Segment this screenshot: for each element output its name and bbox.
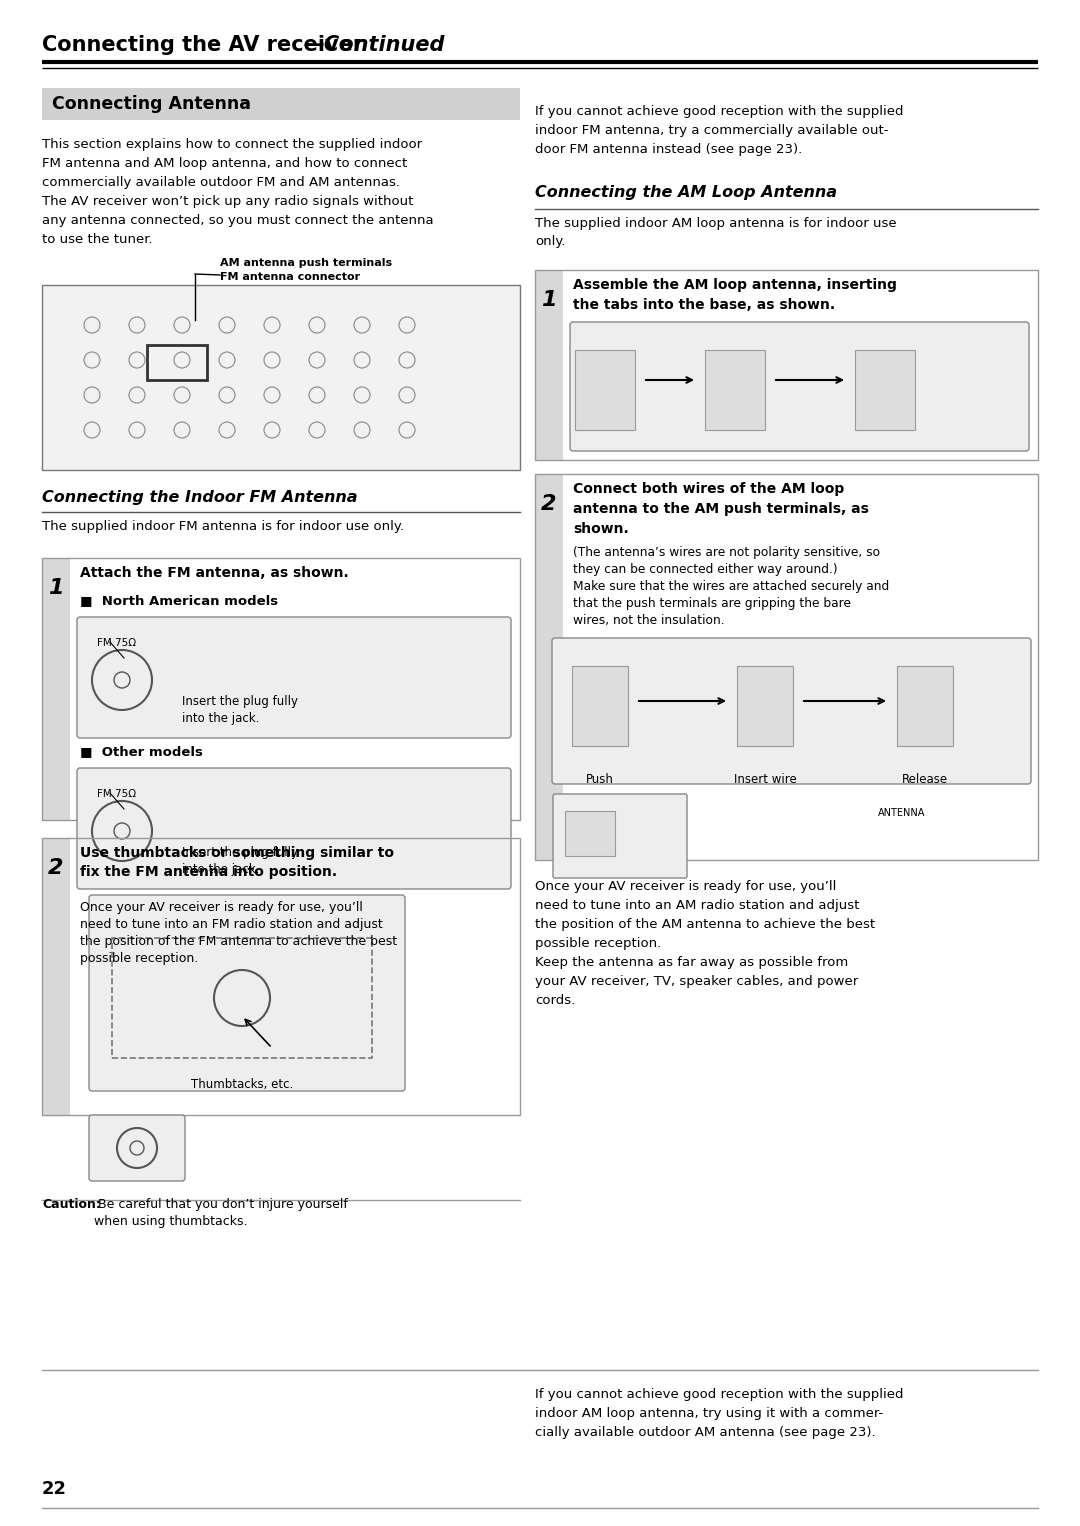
- FancyBboxPatch shape: [77, 617, 511, 739]
- Text: cially available outdoor AM antenna (see page 23).: cially available outdoor AM antenna (see…: [535, 1425, 876, 1439]
- Text: FM antenna connector: FM antenna connector: [220, 272, 360, 282]
- Text: Use thumbtacks or something similar to: Use thumbtacks or something similar to: [80, 845, 394, 861]
- Text: the tabs into the base, as shown.: the tabs into the base, as shown.: [573, 298, 835, 311]
- Text: The AV receiver won’t pick up any radio signals without: The AV receiver won’t pick up any radio …: [42, 195, 414, 208]
- Bar: [535, 475, 563, 861]
- Text: Make sure that the wires are attached securely and: Make sure that the wires are attached se…: [573, 580, 889, 594]
- Bar: [535, 270, 1038, 459]
- Text: 2: 2: [49, 858, 64, 877]
- Text: The supplied indoor FM antenna is for indoor use only.: The supplied indoor FM antenna is for in…: [42, 520, 404, 533]
- Text: (The antenna’s wires are not polarity sensitive, so: (The antenna’s wires are not polarity se…: [573, 546, 880, 559]
- Bar: [565, 810, 615, 856]
- FancyBboxPatch shape: [77, 768, 511, 890]
- Text: ■  Other models: ■ Other models: [80, 745, 203, 758]
- FancyBboxPatch shape: [89, 896, 405, 1091]
- Text: AM antenna push terminals: AM antenna push terminals: [220, 258, 392, 269]
- Text: Connecting the AM Loop Antenna: Connecting the AM Loop Antenna: [535, 185, 837, 200]
- Text: Keep the antenna as far away as possible from: Keep the antenna as far away as possible…: [535, 955, 848, 969]
- Bar: [897, 665, 953, 746]
- Text: Insert wire: Insert wire: [733, 774, 796, 786]
- Text: 22: 22: [42, 1480, 67, 1499]
- Text: If you cannot achieve good reception with the supplied: If you cannot achieve good reception wit…: [535, 105, 904, 118]
- Text: Connecting the Indoor FM Antenna: Connecting the Indoor FM Antenna: [42, 490, 357, 505]
- Text: Connect both wires of the AM loop: Connect both wires of the AM loop: [573, 482, 845, 496]
- Text: FM antenna and AM loop antenna, and how to connect: FM antenna and AM loop antenna, and how …: [42, 157, 407, 169]
- Bar: [42, 559, 519, 819]
- Text: Push: Push: [586, 774, 613, 786]
- Bar: [535, 475, 1038, 861]
- Text: 1: 1: [49, 578, 64, 598]
- Text: need to tune into an FM radio station and adjust: need to tune into an FM radio station an…: [80, 919, 382, 931]
- Text: they can be connected either way around.): they can be connected either way around.…: [573, 563, 838, 575]
- Text: Once your AV receiver is ready for use, you’ll: Once your AV receiver is ready for use, …: [80, 900, 363, 914]
- Text: The supplied indoor AM loop antenna is for indoor use
only.: The supplied indoor AM loop antenna is f…: [535, 217, 896, 249]
- Text: shown.: shown.: [573, 522, 629, 536]
- Text: possible reception.: possible reception.: [80, 952, 199, 964]
- Text: Caution:: Caution:: [42, 1198, 100, 1212]
- Bar: [42, 838, 519, 1116]
- Text: cords.: cords.: [535, 993, 576, 1007]
- Text: wires, not the insulation.: wires, not the insulation.: [573, 613, 725, 627]
- Text: need to tune into an AM radio station and adjust: need to tune into an AM radio station an…: [535, 899, 860, 913]
- Bar: [535, 270, 563, 459]
- Bar: [42, 559, 70, 819]
- FancyBboxPatch shape: [552, 638, 1031, 784]
- Text: Once your AV receiver is ready for use, you’ll: Once your AV receiver is ready for use, …: [535, 881, 836, 893]
- Text: indoor AM loop antenna, try using it with a commer-: indoor AM loop antenna, try using it wit…: [535, 1407, 883, 1421]
- Text: —Continued: —Continued: [303, 35, 446, 55]
- Text: Connecting the AV receiver: Connecting the AV receiver: [42, 35, 363, 55]
- FancyBboxPatch shape: [89, 1116, 185, 1181]
- Text: Be careful that you don’t injure yourself
when using thumbtacks.: Be careful that you don’t injure yoursel…: [94, 1198, 348, 1228]
- Text: 1: 1: [541, 290, 557, 310]
- Text: possible reception.: possible reception.: [535, 937, 661, 951]
- Text: FM 75Ω: FM 75Ω: [97, 638, 136, 649]
- Bar: [42, 838, 70, 1116]
- Text: Connecting Antenna: Connecting Antenna: [52, 95, 251, 113]
- Bar: [112, 938, 372, 1058]
- Bar: [855, 349, 915, 430]
- Bar: [42, 89, 519, 121]
- Bar: [572, 665, 627, 746]
- Bar: [705, 349, 765, 430]
- Text: the position of the FM antenna to achieve the best: the position of the FM antenna to achiev…: [80, 935, 397, 948]
- Bar: [42, 285, 519, 470]
- Text: FM 75Ω: FM 75Ω: [97, 789, 136, 800]
- Text: Release: Release: [902, 774, 948, 786]
- Text: indoor FM antenna, try a commercially available out-: indoor FM antenna, try a commercially av…: [535, 124, 889, 137]
- Text: to use the tuner.: to use the tuner.: [42, 233, 152, 246]
- Text: commercially available outdoor FM and AM antennas.: commercially available outdoor FM and AM…: [42, 175, 400, 189]
- Text: Attach the FM antenna, as shown.: Attach the FM antenna, as shown.: [80, 566, 349, 580]
- Bar: [147, 345, 207, 380]
- Text: fix the FM antenna into position.: fix the FM antenna into position.: [80, 865, 337, 879]
- FancyBboxPatch shape: [570, 322, 1029, 452]
- Text: Insert the plug fully
into the jack.: Insert the plug fully into the jack.: [183, 845, 298, 876]
- Text: ■  North American models: ■ North American models: [80, 594, 279, 607]
- Text: If you cannot achieve good reception with the supplied: If you cannot achieve good reception wit…: [535, 1389, 904, 1401]
- Text: Insert the plug fully
into the jack.: Insert the plug fully into the jack.: [183, 694, 298, 725]
- Text: ANTENNA: ANTENNA: [878, 807, 924, 818]
- Text: that the push terminals are gripping the bare: that the push terminals are gripping the…: [573, 597, 851, 610]
- Text: Thumbtacks, etc.: Thumbtacks, etc.: [191, 1077, 293, 1091]
- Bar: [737, 665, 793, 746]
- Text: your AV receiver, TV, speaker cables, and power: your AV receiver, TV, speaker cables, an…: [535, 975, 859, 987]
- Text: any antenna connected, so you must connect the antenna: any antenna connected, so you must conne…: [42, 214, 434, 227]
- FancyBboxPatch shape: [553, 794, 687, 877]
- Text: 2: 2: [541, 494, 557, 514]
- Text: antenna to the AM push terminals, as: antenna to the AM push terminals, as: [573, 502, 869, 516]
- Text: This section explains how to connect the supplied indoor: This section explains how to connect the…: [42, 137, 422, 151]
- Text: Assemble the AM loop antenna, inserting: Assemble the AM loop antenna, inserting: [573, 278, 896, 291]
- Text: door FM antenna instead (see page 23).: door FM antenna instead (see page 23).: [535, 143, 802, 156]
- Bar: [575, 349, 635, 430]
- Text: the position of the AM antenna to achieve the best: the position of the AM antenna to achiev…: [535, 919, 875, 931]
